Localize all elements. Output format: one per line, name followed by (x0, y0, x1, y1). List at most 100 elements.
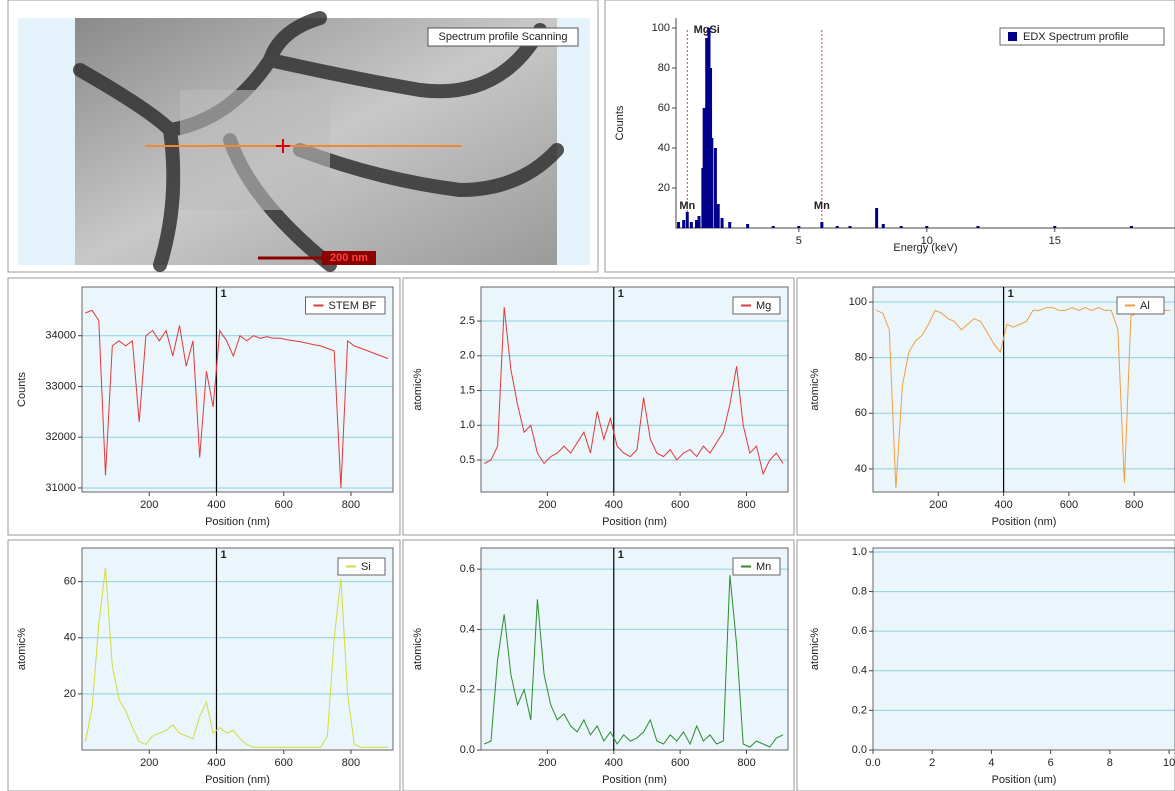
y-tick-label: 31000 (45, 482, 76, 494)
y-tick-label: 40 (658, 142, 670, 154)
x-tick-label: 400 (207, 757, 225, 769)
spectrum-bar (705, 38, 709, 228)
cursor-label: 1 (220, 288, 226, 300)
data-line (84, 567, 388, 748)
data-line (484, 307, 784, 476)
cursor-label: 1 (618, 549, 624, 561)
spectrum-bar (1053, 226, 1057, 228)
plot-area (82, 287, 393, 492)
plot-border (872, 286, 1175, 493)
y-tick-label: 40 (855, 463, 867, 475)
data-line (85, 309, 389, 488)
x-tick-label: 400 (994, 499, 1012, 511)
plot-border (480, 547, 789, 751)
plot-border (872, 547, 1175, 751)
spectrum-bar (820, 222, 824, 228)
spectrum-bar (713, 148, 717, 228)
x-tick-label: 8 (1107, 757, 1113, 769)
x-tick-label: 600 (275, 499, 293, 511)
y-tick-label: 60 (855, 407, 867, 419)
spectrum-bar (881, 224, 885, 228)
y-tick-label: 60 (658, 102, 670, 114)
spectrum-bar (848, 226, 852, 228)
legend-box (732, 557, 781, 576)
y-tick-label: 0.2 (460, 684, 475, 696)
x-tick-label: 200 (538, 757, 556, 769)
peak-label: Mn (814, 200, 830, 212)
micrograph-region (180, 90, 330, 210)
x-axis-label: Position (nm) (205, 774, 270, 786)
spectrum-bar (720, 218, 724, 228)
y-tick-label: 0.4 (852, 665, 867, 677)
spectrum-bar (875, 208, 879, 228)
y-axis-label: Counts (16, 372, 28, 407)
y-tick-label: 2.5 (460, 315, 475, 327)
y-axis-label: Counts (614, 105, 626, 140)
spectrum-bar (702, 108, 706, 228)
image-margin (557, 18, 590, 265)
y-tick-label: 32000 (45, 431, 76, 443)
x-axis-label: Energy (keV) (893, 242, 957, 254)
cursor-label: 1 (1008, 288, 1014, 300)
spectrum-bar (899, 226, 903, 228)
peak-label: MgSi (694, 24, 720, 36)
x-tick-label: 0.0 (865, 757, 880, 769)
spectrum-bar (976, 226, 980, 228)
spectrum-bar (1129, 226, 1133, 228)
x-tick-label: 2 (929, 757, 935, 769)
x-tick-label: 200 (140, 757, 158, 769)
legend-swatch (1008, 32, 1017, 41)
y-tick-label: 1.0 (460, 419, 475, 431)
y-tick-label: 0.5 (460, 454, 475, 466)
y-tick-label: 0.2 (852, 704, 867, 716)
y-tick-label: 100 (849, 296, 867, 308)
x-tick-label: 4 (988, 757, 994, 769)
x-tick-label: 200 (538, 499, 556, 511)
x-axis-label: Position (nm) (602, 774, 667, 786)
image-margin (18, 18, 75, 265)
x-axis-label: Position (nm) (992, 516, 1057, 528)
chart-line: 31000 32000 33000 34000 200 400 600 800 Position… (7, 277, 401, 536)
x-tick-label: 600 (275, 757, 293, 769)
legend-label: EDX Spectrum profile (1023, 31, 1129, 43)
y-tick-label: 100 (652, 22, 670, 34)
y-axis-label: atomic% (412, 368, 424, 410)
spectrum-bar (716, 204, 720, 228)
x-tick-label: 800 (1125, 499, 1143, 511)
y-tick-label: 1.0 (852, 546, 867, 558)
legend-label: Al (1140, 300, 1150, 312)
x-tick-label: 800 (342, 757, 360, 769)
data-line (484, 575, 784, 748)
plot-area (82, 548, 393, 750)
y-tick-label: 0.0 (460, 744, 475, 756)
x-tick-label: 800 (737, 757, 755, 769)
chart-line: 0.0 0.2 0.4 0.6 0.8 1.0 0.0 2 4 6 8 10 Position (um)… (796, 539, 1175, 791)
x-tick-label: 600 (671, 757, 689, 769)
x-tick-label: 800 (342, 499, 360, 511)
scan-cursor[interactable] (276, 139, 290, 153)
y-tick-label: 20 (658, 182, 670, 194)
x-tick-label: 400 (207, 499, 225, 511)
x-tick-label: 10 (1163, 757, 1175, 769)
spectrum-bar (710, 138, 714, 228)
cursor-label: 1 (618, 288, 624, 300)
spectrum-bar (694, 220, 698, 228)
y-tick-label: 60 (64, 576, 76, 588)
chart-line: 0.0 0.2 0.4 0.6 200 400 600 800 Position (nm) ato… (402, 539, 795, 791)
x-tick-label: 15 (1049, 235, 1061, 247)
x-tick-label: 400 (605, 499, 623, 511)
spectrum-bar (746, 224, 750, 228)
plot-area (873, 287, 1175, 492)
spectrum-bar (689, 222, 693, 228)
y-axis-label: atomic% (16, 628, 28, 670)
y-tick-label: 1.5 (460, 384, 475, 396)
spectrum-bar (925, 226, 929, 228)
y-axis-label: atomic% (809, 368, 821, 410)
spectrum-bar (797, 226, 801, 228)
y-tick-label: 0.6 (852, 625, 867, 637)
spectrum-bar (707, 28, 711, 228)
y-tick-label: 0.4 (460, 623, 475, 635)
scale-bar-label: 200 nm (330, 252, 368, 264)
y-tick-label: 33000 (45, 380, 76, 392)
